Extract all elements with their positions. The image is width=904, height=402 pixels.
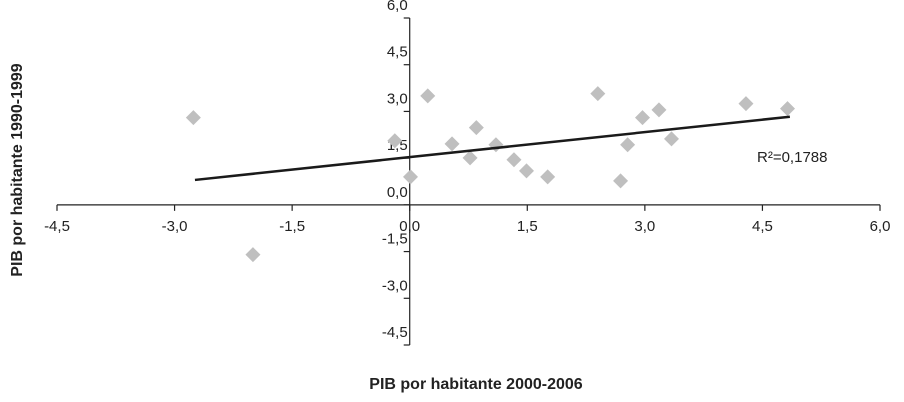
x-tick-label: 1,5 [517, 218, 538, 235]
point [488, 137, 504, 153]
x-axis-label: PIB por habitante 2000-2006 [369, 376, 583, 393]
point [590, 86, 606, 102]
y-tick-label: 6,0 [387, 0, 408, 14]
point [664, 131, 680, 147]
point [519, 163, 535, 179]
point [540, 169, 556, 185]
point [462, 150, 478, 166]
y-tick-label: -3,0 [382, 277, 408, 294]
point [620, 137, 636, 153]
point [738, 96, 754, 112]
point [245, 247, 261, 263]
point [444, 136, 460, 152]
point [506, 152, 522, 168]
point [780, 101, 796, 117]
point [635, 110, 651, 126]
x-tick-label: -3,0 [162, 218, 188, 235]
point [420, 88, 436, 104]
annotation: R²=0,1788 [757, 149, 827, 166]
y-axis-label: PIB por habitante 1990-1999 [9, 63, 26, 277]
point [651, 102, 667, 118]
x-tick-label: 6,0 [870, 218, 891, 235]
point [468, 120, 484, 136]
point [185, 110, 201, 126]
y-tick-label: 0,0 [387, 184, 408, 201]
y-tick-label: -4,5 [382, 324, 408, 341]
x-tick-label: 3,0 [634, 218, 655, 235]
x-tick-label: 0,0 [399, 218, 420, 235]
x-tick-label: 4,5 [752, 218, 773, 235]
x-tick-label: -1,5 [279, 218, 305, 235]
point [613, 173, 629, 189]
trend-line [194, 115, 790, 182]
y-tick-label: 4,5 [387, 44, 408, 61]
point [402, 169, 418, 185]
point [387, 133, 403, 149]
y-tick-label: 3,0 [387, 90, 408, 107]
y-tick-label: -1,5 [382, 231, 408, 248]
x-tick-label: -4,5 [44, 218, 70, 235]
